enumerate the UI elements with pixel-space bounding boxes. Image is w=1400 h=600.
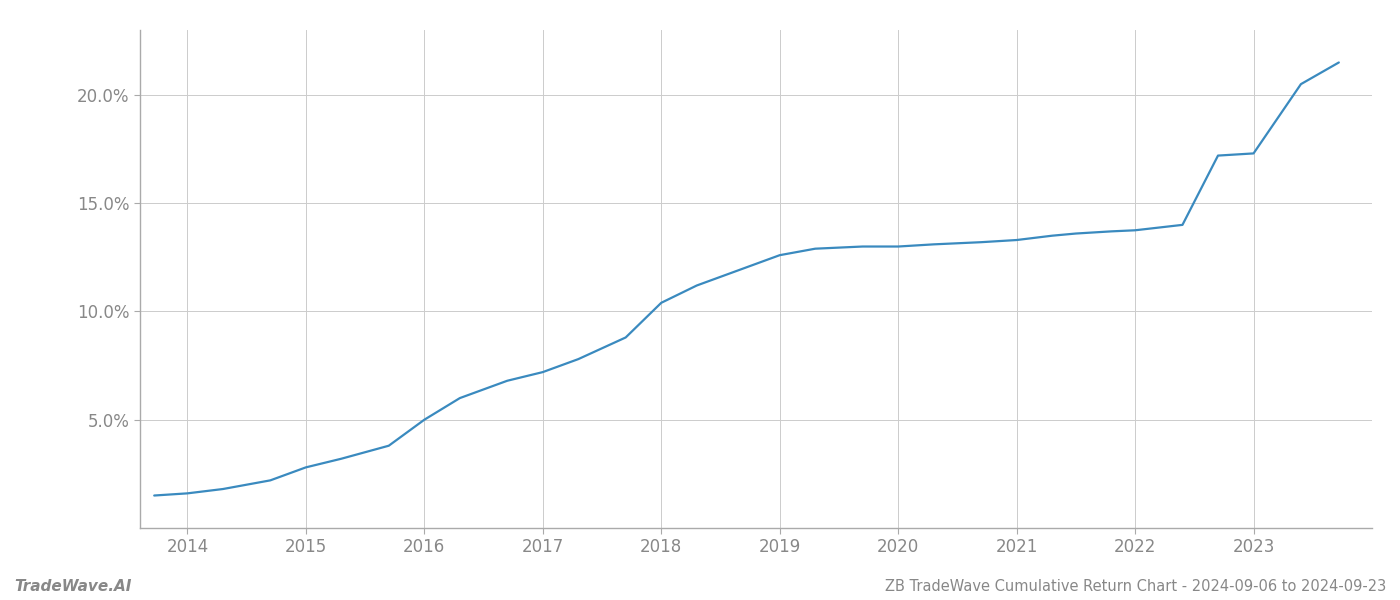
- Text: TradeWave.AI: TradeWave.AI: [14, 579, 132, 594]
- Text: ZB TradeWave Cumulative Return Chart - 2024-09-06 to 2024-09-23: ZB TradeWave Cumulative Return Chart - 2…: [885, 579, 1386, 594]
